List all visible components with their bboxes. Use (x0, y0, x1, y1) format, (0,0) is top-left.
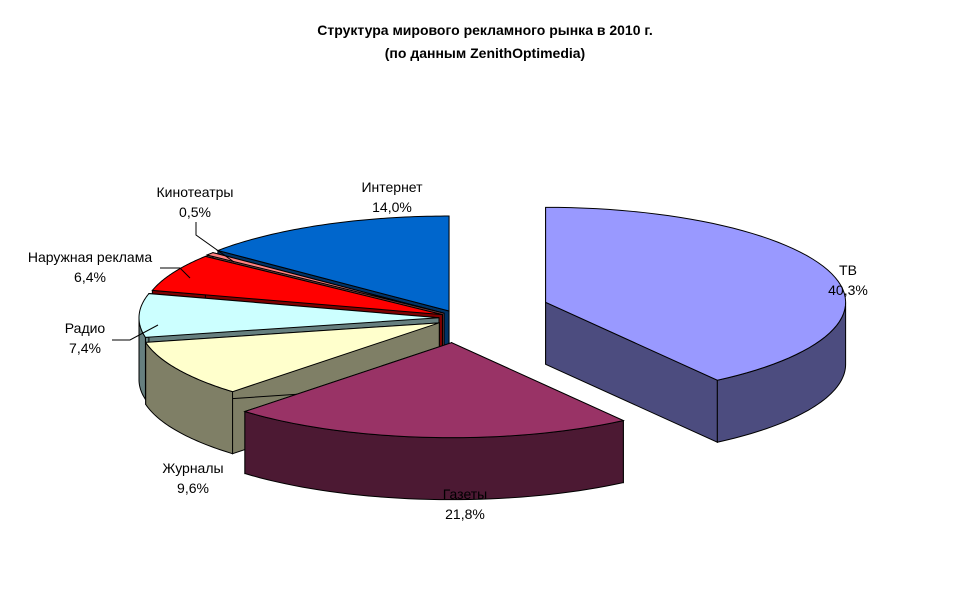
slice-top (205, 252, 445, 314)
chart-title: Структура мирового рекламного рынка в 20… (317, 22, 653, 38)
label-tv: ТВ 40,3% (828, 262, 868, 298)
leader-line (112, 324, 159, 341)
slice-top (243, 342, 625, 439)
leader-line (195, 222, 235, 263)
slice-top (545, 206, 847, 381)
slice-top (144, 322, 440, 393)
label-cinema: Кинотеатры 0,5% (156, 184, 234, 220)
pie-slice-0 (545, 206, 847, 443)
pie-slice-1 (243, 341, 625, 501)
slice-top (216, 215, 450, 312)
chart-subtitle: (по данным ZenithOptimedia) (384, 45, 586, 61)
slice-top (138, 293, 440, 338)
label-magazines: Журналы 9,6% (162, 460, 224, 496)
slice-top (151, 255, 443, 316)
leader-line (160, 267, 191, 279)
label-newspapers: Газеты 21,8% (442, 486, 488, 522)
label-radio: Радио 7,4% (64, 320, 106, 356)
label-outdoor: Наружная реклама 6,4% (27, 249, 153, 285)
label-internet: Интернет 14,0% (361, 179, 423, 215)
